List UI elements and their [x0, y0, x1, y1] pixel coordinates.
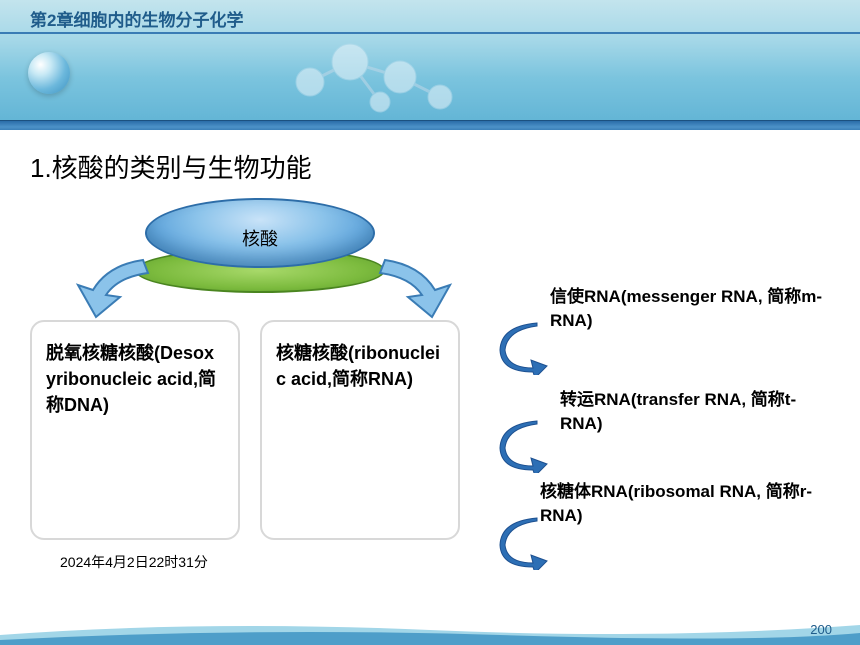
slide-footer: 200 — [0, 600, 860, 645]
chapter-title: 第2章细胞内的生物分子化学 — [30, 6, 243, 31]
curve-arrow-icon — [495, 515, 550, 570]
branch-box-dna: 脱氧核糖核酸(Desoxyribonucleic acid,简称DNA) — [30, 320, 240, 540]
rna-type-rrna: 核糖体RNA(ribosomal RNA, 简称r-RNA) — [540, 480, 840, 528]
center-node: 核酸 — [135, 198, 385, 293]
disc-top: 核酸 — [145, 198, 375, 268]
rna-type-mrna: 信使RNA(messenger RNA, 简称m-RNA) — [550, 285, 830, 333]
decorative-orb-icon — [28, 52, 70, 94]
branch-text-rna: 核糖核酸(ribonucleic acid,简称RNA) — [276, 340, 444, 392]
section-title: 1.核酸的类别与生物功能 — [30, 148, 312, 185]
curve-arrow-icon — [495, 320, 550, 375]
page-number: 200 — [810, 622, 832, 637]
curve-arrow-icon — [495, 418, 550, 473]
branch-box-rna: 核糖核酸(ribonucleic acid,简称RNA) — [260, 320, 460, 540]
footer-wave-icon — [0, 615, 860, 645]
header-divider — [0, 32, 860, 34]
molecule-icon — [280, 42, 480, 122]
slide-content: 1.核酸的类别与生物功能 核酸 脱氧核糖核酸(Desoxyribonucleic… — [0, 130, 860, 600]
timestamp: 2024年4月2日22时31分 — [60, 552, 208, 572]
branch-text-dna: 脱氧核糖核酸(Desoxyribonucleic acid,简称DNA) — [46, 340, 224, 418]
center-node-label: 核酸 — [147, 225, 373, 251]
slide-header: 第2章细胞内的生物分子化学 — [0, 0, 860, 130]
rna-type-trna: 转运RNA(transfer RNA, 简称t-RNA) — [560, 388, 830, 436]
